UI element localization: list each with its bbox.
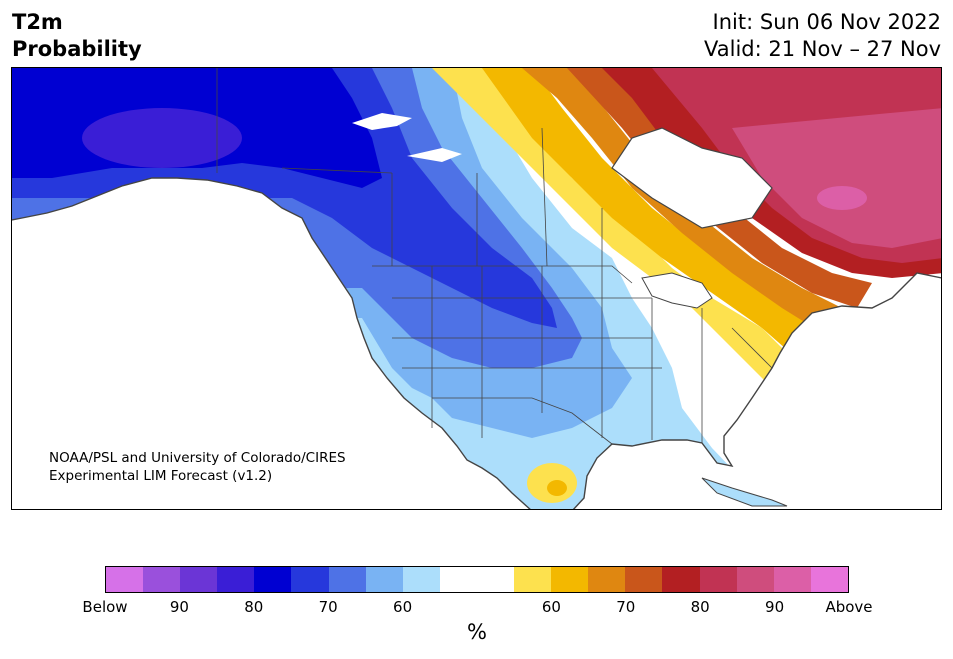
- colorbar-tick-labels: Below 90 80 70 60 60 70 80 90 Above: [0, 598, 953, 620]
- colorbar-swatch: [291, 567, 329, 592]
- credit-line-1: NOAA/PSL and University of Colorado/CIRE…: [49, 450, 346, 466]
- colorbar-swatch: [402, 567, 440, 592]
- colorbar-swatch: [588, 567, 626, 592]
- probability-field: [12, 68, 941, 509]
- colorbar-tick-label: Below: [82, 598, 128, 616]
- colorbar-tick-label: 70: [616, 598, 636, 616]
- coastline-west: [12, 177, 531, 509]
- colorbar-swatch: [773, 567, 811, 592]
- colorbar-swatch: [736, 567, 774, 592]
- cuba: [701, 477, 788, 507]
- great-slave-lake: [407, 148, 462, 162]
- coastline-east: [572, 272, 941, 509]
- title-line-1: T2m: [12, 10, 63, 34]
- colorbar-swatch: [180, 567, 218, 592]
- great-bear-lake: [352, 113, 412, 130]
- colorbar-swatch: [328, 567, 366, 592]
- colorbar-unit-label: %: [467, 620, 487, 644]
- init-date: Init: Sun 06 Nov 2022: [712, 10, 941, 34]
- colorbar-tick-label: 90: [765, 598, 785, 616]
- title-line-2: Probability: [12, 37, 142, 61]
- colorbar-tick-label: 60: [393, 598, 413, 616]
- valid-date-range: Valid: 21 Nov – 27 Nov: [704, 37, 941, 61]
- colorbar-swatch: [810, 567, 848, 592]
- colorbar-tick-label: 80: [690, 598, 710, 616]
- chart-title: T2m Probability: [12, 9, 142, 63]
- colorbar-swatch: [551, 567, 589, 592]
- political-borders: [216, 68, 773, 445]
- colorbar-tick-label: 70: [318, 598, 338, 616]
- hudson-bay: [611, 127, 773, 229]
- colorbar-swatch: [254, 567, 292, 592]
- colorbar-swatch: [217, 567, 255, 592]
- colorbar: [105, 566, 849, 593]
- colorbar-tick-label: Above: [825, 598, 873, 616]
- map-credit: NOAA/PSL and University of Colorado/CIRE…: [49, 449, 346, 485]
- colorbar-tick-label: 80: [244, 598, 264, 616]
- colorbar-swatch: [143, 567, 181, 592]
- colorbar-swatch: [365, 567, 403, 592]
- colorbar-swatch: [106, 567, 144, 592]
- forecast-dates: Init: Sun 06 Nov 2022 Valid: 21 Nov – 27…: [704, 9, 941, 63]
- colorbar-swatch: [699, 567, 737, 592]
- map-canvas: [12, 68, 941, 509]
- colorbar-swatch: [439, 567, 515, 592]
- colorbar-swatch: [514, 567, 552, 592]
- great-lakes: [641, 272, 713, 309]
- colorbar-swatch: [662, 567, 700, 592]
- colorbar-swatch: [625, 567, 663, 592]
- credit-line-2: Experimental LIM Forecast (v1.2): [49, 468, 273, 484]
- colorbar-tick-label: 60: [541, 598, 561, 616]
- forecast-map: [11, 67, 942, 510]
- colorbar-tick-label: 90: [169, 598, 189, 616]
